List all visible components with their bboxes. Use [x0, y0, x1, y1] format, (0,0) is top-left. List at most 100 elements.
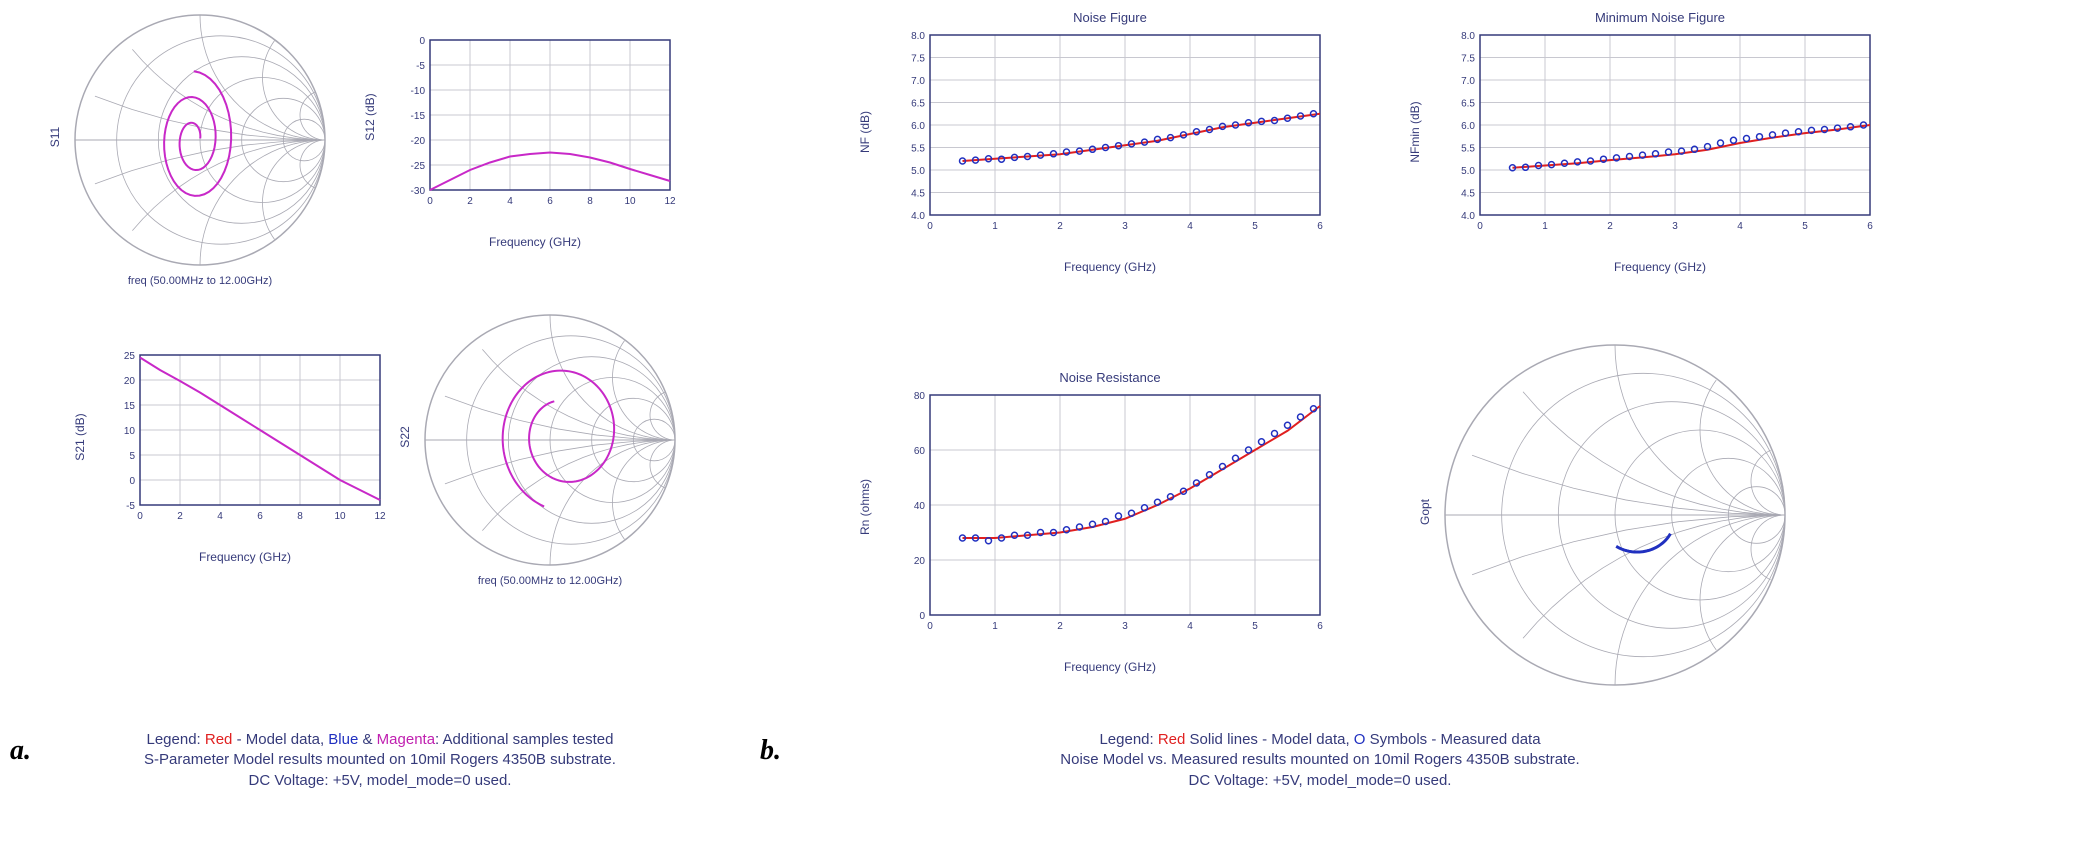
svg-text:5: 5 [129, 451, 135, 462]
svg-text:5.0: 5.0 [911, 166, 925, 177]
svg-text:15: 15 [124, 401, 136, 412]
svg-text:6.0: 6.0 [911, 121, 925, 132]
svg-text:0: 0 [927, 621, 933, 632]
svg-text:2: 2 [467, 196, 473, 207]
svg-text:3: 3 [1672, 221, 1678, 232]
panel-b: Noise Figure 0 1 2 3 4 5 6 4.0 4.5 5.0 5.5 6.0 6.5 7.… [820, 10, 2080, 810]
nfmin-title: Minimum Noise Figure [1440, 10, 1880, 25]
caption-a-l1-m1: - Model data, [232, 731, 328, 748]
panel-b-caption: Legend: Red Solid lines - Model data, O … [820, 730, 1820, 791]
nf-ylabel: NF (dB) [858, 102, 872, 162]
s21-ylabel: S21 (dB) [73, 407, 87, 467]
svg-text:-20: -20 [411, 136, 426, 147]
svg-text:10: 10 [124, 426, 136, 437]
svg-text:5: 5 [1252, 621, 1258, 632]
svg-text:-10: -10 [411, 86, 426, 97]
rn-ylabel: Rn (ohms) [858, 472, 872, 542]
caption-b-l3: DC Voltage: +5V, model_mode=0 used. [1189, 772, 1452, 789]
svg-text:20: 20 [914, 556, 926, 567]
rn-title: Noise Resistance [890, 370, 1330, 385]
svg-text:5.0: 5.0 [1461, 166, 1475, 177]
svg-text:2: 2 [177, 511, 183, 522]
section-label-a: a. [10, 735, 31, 767]
caption-b-blueO: O [1354, 731, 1366, 748]
svg-text:7.0: 7.0 [1461, 76, 1475, 87]
panel-a-caption: Legend: Red - Model data, Blue & Magenta… [40, 730, 720, 791]
s12-chart: 024681012-30-25-20-15-10-50 [390, 35, 680, 215]
s11-smith-chart [70, 10, 330, 270]
svg-text:1: 1 [992, 621, 998, 632]
caption-a-l3: DC Voltage: +5V, model_mode=0 used. [249, 772, 512, 789]
svg-text:5.5: 5.5 [1461, 144, 1475, 155]
s21-chart: 024681012-50510152025 [100, 350, 390, 530]
gopt-smith-chart [1440, 340, 1790, 690]
svg-text:6: 6 [257, 511, 263, 522]
s21-xlabel: Frequency (GHz) [100, 550, 390, 564]
svg-text:-30: -30 [411, 186, 426, 197]
caption-b-l1-prefix: Legend: [1099, 731, 1157, 748]
svg-text:0: 0 [129, 476, 135, 487]
rn-xlabel: Frequency (GHz) [890, 660, 1330, 674]
s12-xlabel: Frequency (GHz) [390, 235, 680, 249]
svg-text:8.0: 8.0 [911, 31, 925, 42]
svg-text:3: 3 [1122, 621, 1128, 632]
svg-text:6: 6 [1317, 621, 1323, 632]
section-label-b: b. [760, 735, 781, 767]
svg-text:0: 0 [927, 221, 933, 232]
svg-text:40: 40 [914, 501, 926, 512]
svg-text:10: 10 [334, 511, 346, 522]
svg-text:0: 0 [419, 36, 425, 47]
svg-text:4.0: 4.0 [1461, 211, 1475, 222]
svg-text:3: 3 [1122, 221, 1128, 232]
svg-text:2: 2 [1057, 621, 1063, 632]
s11-subcaption: freq (50.00MHz to 12.00GHz) [70, 275, 330, 287]
caption-a-blue: Blue [328, 731, 358, 748]
rn-chart: 0123456020406080 [890, 390, 1330, 640]
svg-text:-5: -5 [126, 501, 135, 512]
s22-ylabel: S22 [398, 417, 412, 457]
svg-text:4.5: 4.5 [911, 189, 925, 200]
svg-text:2: 2 [1057, 221, 1063, 232]
svg-text:4.0: 4.0 [911, 211, 925, 222]
svg-text:4: 4 [1737, 221, 1743, 232]
svg-text:7.0: 7.0 [911, 76, 925, 87]
s12-ylabel: S12 (dB) [363, 87, 377, 147]
caption-a-red: Red [205, 731, 233, 748]
svg-text:6.0: 6.0 [1461, 121, 1475, 132]
svg-text:8: 8 [297, 511, 303, 522]
svg-text:1: 1 [1542, 221, 1548, 232]
caption-b-l1-m1: Solid lines - Model data, [1185, 731, 1353, 748]
svg-text:20: 20 [124, 376, 136, 387]
s22-smith-chart [420, 310, 680, 570]
svg-text:6: 6 [547, 196, 553, 207]
svg-text:80: 80 [914, 391, 926, 402]
svg-text:-25: -25 [411, 161, 426, 172]
svg-text:4: 4 [1187, 621, 1193, 632]
nfmin-ylabel: NFmin (dB) [1408, 97, 1422, 167]
svg-text:0: 0 [1477, 221, 1483, 232]
svg-text:1: 1 [992, 221, 998, 232]
svg-text:60: 60 [914, 446, 926, 457]
svg-text:8.0: 8.0 [1461, 31, 1475, 42]
nfmin-xlabel: Frequency (GHz) [1440, 260, 1880, 274]
svg-text:5: 5 [1802, 221, 1808, 232]
svg-text:4.5: 4.5 [1461, 189, 1475, 200]
s11-ylabel: S11 [48, 117, 62, 157]
svg-text:4: 4 [1187, 221, 1193, 232]
svg-text:0: 0 [919, 611, 925, 622]
svg-text:12: 12 [374, 511, 386, 522]
svg-text:2: 2 [1607, 221, 1613, 232]
caption-a-l1-suf: : Additional samples tested [435, 731, 613, 748]
panel-a: S11 freq (50.00MHz to 12.00GHz) 0 2 4 6 8 10 1… [40, 10, 720, 810]
svg-text:6: 6 [1867, 221, 1873, 232]
s22-subcaption: freq (50.00MHz to 12.00GHz) [420, 575, 680, 587]
svg-text:4: 4 [217, 511, 223, 522]
nf-chart: 01234564.04.55.05.56.06.57.07.58.0 [890, 30, 1330, 240]
svg-text:6: 6 [1317, 221, 1323, 232]
svg-text:4: 4 [507, 196, 513, 207]
svg-text:6.5: 6.5 [911, 99, 925, 110]
caption-a-l2: S-Parameter Model results mounted on 10m… [144, 751, 616, 768]
caption-a-l1-prefix: Legend: [146, 731, 204, 748]
nf-xlabel: Frequency (GHz) [890, 260, 1330, 274]
nf-title: Noise Figure [890, 10, 1330, 25]
